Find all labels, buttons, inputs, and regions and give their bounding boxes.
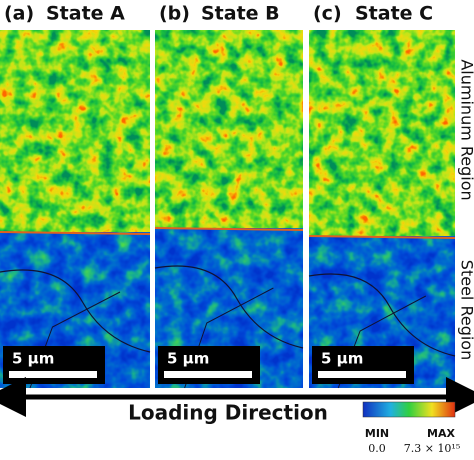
- panel-label: (a): [4, 3, 34, 25]
- colorbar-min-value: 0.0: [368, 442, 386, 455]
- scale-bar: [9, 371, 97, 378]
- panel: (c) State C 5 μm: [309, 3, 455, 389]
- colorbar-max: MAX: [427, 427, 455, 440]
- colorbar: [363, 402, 455, 417]
- panel: (b) State B 5 μm: [155, 3, 303, 389]
- scale-bar-label: 5 μm: [321, 350, 363, 368]
- aluminum-map: [309, 30, 455, 236]
- panel-title: State A: [46, 3, 125, 25]
- panel-label: (b): [159, 3, 190, 25]
- colorbar-min: MIN: [365, 427, 389, 440]
- panel-title: State C: [355, 3, 433, 25]
- scale-bar-label: 5 μm: [12, 350, 54, 368]
- scale-bar: [318, 371, 406, 378]
- panels: (a) State A 5 μm (b) State B 5 μm (c) State C 5 …: [0, 3, 455, 389]
- scale-bar: [164, 371, 252, 378]
- colorbar-max-value: 7.3 × 10¹⁵: [404, 442, 461, 455]
- scale-bar-label: 5 μm: [167, 350, 209, 368]
- panel-label: (c): [313, 3, 342, 25]
- aluminum-map: [0, 30, 150, 232]
- side-label: Aluminum Region: [458, 59, 474, 200]
- side-label: Steel Region: [458, 260, 474, 360]
- arrow-label: Loading Direction: [128, 401, 328, 425]
- panel-title: State B: [201, 3, 280, 25]
- panel: (a) State A 5 μm: [0, 3, 150, 389]
- aluminum-map: [155, 30, 303, 228]
